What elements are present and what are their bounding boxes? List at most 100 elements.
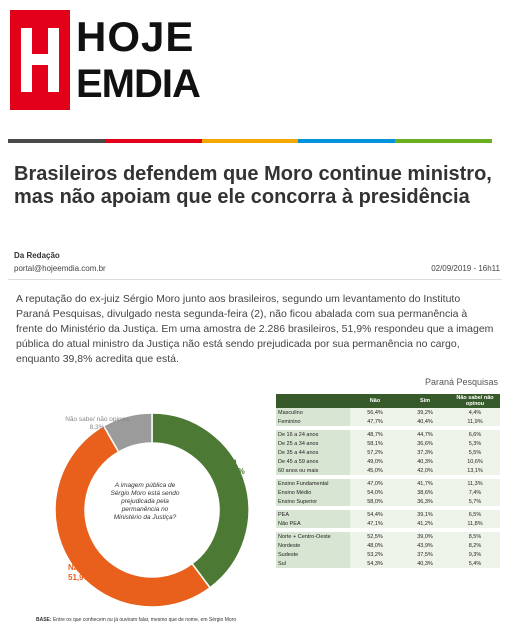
donut-slice-nao-sabe — [102, 412, 153, 453]
row-value: 53,2% — [350, 550, 400, 559]
stripe-segment — [395, 139, 492, 143]
donut-slice-nao — [54, 424, 212, 608]
table-row: Sudeste 53,2% 37,5% 9,3% — [276, 550, 500, 559]
color-stripe — [8, 139, 492, 143]
divider — [8, 279, 502, 280]
row-value: 6,6% — [450, 430, 500, 439]
row-value: 47,1% — [350, 519, 400, 528]
legend-sim: Sim 39,8% — [222, 457, 245, 477]
row-value: 8,2% — [450, 541, 500, 550]
table-group-gap — [276, 426, 500, 430]
logo-word-bottom: EMDIA — [76, 62, 201, 106]
row-label: Feminino — [276, 417, 350, 426]
table-row: Sul 54,3% 40,3% 5,4% — [276, 559, 500, 568]
table-row: Ensino Médio 54,0% 38,6% 7,4% — [276, 488, 500, 497]
row-label: Não PEA — [276, 519, 350, 528]
row-value: 40,4% — [400, 417, 450, 426]
donut-hole — [86, 444, 218, 576]
row-value: 11,8% — [450, 519, 500, 528]
header-category — [276, 394, 350, 408]
row-value: 10,6% — [450, 457, 500, 466]
legend-nao-sabe: Não sabe/ não opinou 8,3% — [62, 416, 132, 432]
row-label: De 45 a 59 anos — [276, 457, 350, 466]
table-row: Não PEA 47,1% 41,2% 11,8% — [276, 519, 500, 528]
legend-nao: Não 51,9% — [68, 563, 91, 583]
logo-red-box — [10, 10, 70, 110]
row-value: 5,5% — [450, 448, 500, 457]
publish-datetime: 02/09/2019 - 16h11 — [431, 264, 500, 273]
row-value: 49,0% — [350, 457, 400, 466]
row-value: 40,3% — [400, 457, 450, 466]
row-value: 7,4% — [450, 488, 500, 497]
row-value: 47,7% — [350, 417, 400, 426]
row-label: Masculino — [276, 408, 350, 417]
row-value: 39,2% — [400, 408, 450, 417]
row-label: Sul — [276, 559, 350, 568]
figure-source: Paraná Pesquisas — [425, 377, 499, 387]
row-value: 54,4% — [350, 510, 400, 519]
row-label: Nordeste — [276, 541, 350, 550]
row-label: Ensino Superior — [276, 497, 350, 506]
stripe-segment — [298, 139, 396, 143]
header-nao: Não — [350, 394, 400, 408]
table-group-gap — [276, 475, 500, 479]
row-value: 41,7% — [400, 479, 450, 488]
stripe-segment — [104, 139, 202, 143]
header-sim: Sim — [400, 394, 450, 408]
stripe-segment — [8, 139, 105, 143]
results-table: Não Sim Não sabe/ não opinou Masculino 56… — [276, 394, 500, 568]
table-row: 60 anos ou mais 45,0% 42,0% 13,1% — [276, 466, 500, 475]
legend-nao-sabe-label: Não sabe/ não opinou — [65, 416, 129, 423]
row-value: 58,0% — [350, 497, 400, 506]
row-value: 48,0% — [350, 541, 400, 550]
row-value: 4,4% — [450, 408, 500, 417]
author-email[interactable]: portal@hojeemdia.com.br — [14, 264, 106, 273]
legend-nao-label: Não — [68, 563, 84, 572]
legend-sim-label: Sim — [222, 457, 237, 466]
table-row: De 16 a 24 anos 48,7% 44,7% 6,6% — [276, 430, 500, 439]
row-value: 39,1% — [400, 510, 450, 519]
row-value: 42,0% — [400, 466, 450, 475]
base-note-text: Entre os que conhecem ou já ouviram fala… — [51, 617, 237, 623]
row-value: 37,5% — [400, 550, 450, 559]
row-value: 41,2% — [400, 519, 450, 528]
row-value: 36,3% — [400, 497, 450, 506]
site-logo[interactable]: HOJE EMDIA — [10, 10, 201, 110]
row-value: 37,3% — [400, 448, 450, 457]
row-value: 56,4% — [350, 408, 400, 417]
table-row: Norte + Centro-Oeste 52,5% 39,0% 8,5% — [276, 532, 500, 541]
row-value: 45,0% — [350, 466, 400, 475]
row-value: 9,3% — [450, 550, 500, 559]
logo-word-top: HOJE — [76, 13, 195, 60]
row-value: 44,7% — [400, 430, 450, 439]
row-value: 11,9% — [450, 417, 500, 426]
row-value: 5,3% — [450, 439, 500, 448]
table-row: Ensino Fundamental 47,0% 41,7% 11,3% — [276, 479, 500, 488]
row-value: 39,0% — [400, 532, 450, 541]
row-value: 38,6% — [400, 488, 450, 497]
author-name: Da Redação — [14, 251, 60, 260]
table-row: Nordeste 48,0% 43,9% 8,2% — [276, 541, 500, 550]
table-row: Masculino 56,4% 39,2% 4,4% — [276, 408, 500, 417]
row-label: Ensino Médio — [276, 488, 350, 497]
row-label: Sudeste — [276, 550, 350, 559]
row-label: Ensino Fundamental — [276, 479, 350, 488]
row-value: 43,9% — [400, 541, 450, 550]
table-row: PEA 54,4% 39,1% 6,5% — [276, 510, 500, 519]
row-label: PEA — [276, 510, 350, 519]
base-note: BASE: Entre os que conhecem ou já ouvira… — [36, 617, 236, 623]
row-value: 5,7% — [450, 497, 500, 506]
row-value: 52,5% — [350, 532, 400, 541]
base-note-label: BASE: — [36, 617, 52, 623]
table-row: Ensino Superior 58,0% 36,3% 5,7% — [276, 497, 500, 506]
table-group-gap — [276, 528, 500, 532]
row-value: 57,2% — [350, 448, 400, 457]
table-header-row: Não Sim Não sabe/ não opinou — [276, 394, 500, 408]
row-value: 58,1% — [350, 439, 400, 448]
row-value: 54,0% — [350, 488, 400, 497]
row-value: 11,3% — [450, 479, 500, 488]
row-label: 60 anos ou mais — [276, 466, 350, 475]
row-label: De 25 a 34 anos — [276, 439, 350, 448]
logo-letter-h — [21, 28, 59, 92]
row-value: 40,3% — [400, 559, 450, 568]
